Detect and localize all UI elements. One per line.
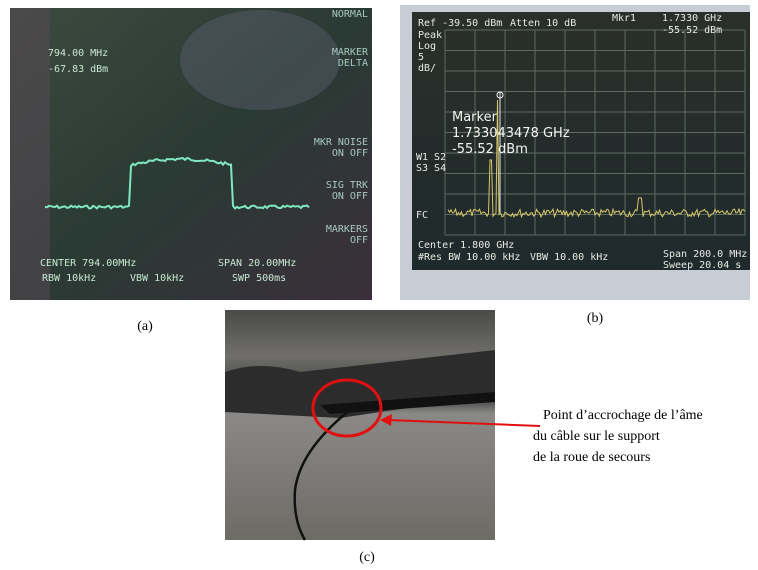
trace-flag: S3 S4	[416, 163, 446, 174]
arrow-head	[380, 414, 392, 426]
marker-level: -67.83 dBm	[48, 64, 108, 75]
trace	[447, 99, 746, 219]
annotation: Point d’accrochage de l’âme	[543, 408, 703, 423]
caption: (b)	[587, 311, 604, 326]
softkey: MKR NOISE	[314, 137, 368, 148]
panel-c	[225, 310, 541, 541]
reflection	[180, 10, 340, 110]
res-bw: #Res BW 10.00 kHz	[418, 252, 520, 263]
marker-readout: -55.52 dBm	[452, 142, 528, 157]
softkey: NORMAL	[332, 9, 368, 20]
softkey: OFF	[350, 235, 368, 246]
highlight-circle	[311, 378, 383, 438]
bezel	[10, 8, 50, 300]
screen-photo	[412, 12, 750, 270]
arrow-line	[387, 419, 541, 427]
ref-level: Ref -39.50 dBm	[418, 18, 502, 29]
softkey: DELTA	[338, 58, 368, 69]
softkey: MARKER	[332, 47, 369, 58]
caption: (c)	[359, 550, 375, 565]
span: SPAN 20.00MHz	[218, 258, 296, 269]
mkr-level: -55.52 dBm	[662, 25, 722, 36]
trace	[44, 156, 310, 210]
photo	[225, 310, 495, 540]
softkey: SIG TRK	[326, 180, 368, 191]
vbw: VBW 10.00 kHz	[530, 252, 608, 263]
sweep: SWP 500ms	[232, 273, 286, 284]
wheel-support	[320, 392, 495, 414]
atten: Atten 10 dB	[510, 18, 576, 29]
marker-symbol	[496, 91, 504, 99]
mkr-freq: 1.7330 GHz	[662, 13, 722, 24]
annotation: de la roue de secours	[533, 450, 650, 465]
annotation: du câble sur le support	[533, 429, 660, 444]
trace-flag: FC	[416, 210, 428, 221]
sweep: Sweep 20.04 s	[663, 260, 741, 271]
span: Span 200.0 MHz	[663, 249, 747, 260]
screen-photo	[10, 8, 372, 300]
panel-a	[10, 8, 372, 300]
caption: (a)	[137, 319, 153, 334]
center: CENTER 794.00MHz	[40, 258, 136, 269]
rbw: RBW 10kHz	[42, 273, 96, 284]
trace-flag: W1 S2	[416, 152, 446, 163]
mkr: Mkr1	[612, 13, 636, 24]
center: Center 1.800 GHz	[418, 240, 514, 251]
scale-label: 5	[418, 52, 424, 63]
softkey: ON OFF	[332, 148, 368, 159]
scale-label: Peak	[418, 30, 442, 41]
scale-label: Log	[418, 41, 436, 52]
panel-b	[400, 5, 750, 300]
marker-freq: 794.00 MHz	[48, 48, 108, 59]
marker-readout: 1.733043478 GHz	[452, 126, 570, 141]
softkey: ON OFF	[332, 191, 368, 202]
vbw: VBW 10kHz	[130, 273, 184, 284]
scale-label: dB/	[418, 63, 436, 74]
softkey: MARKERS	[326, 224, 368, 235]
marker-readout: Marker	[452, 110, 498, 125]
